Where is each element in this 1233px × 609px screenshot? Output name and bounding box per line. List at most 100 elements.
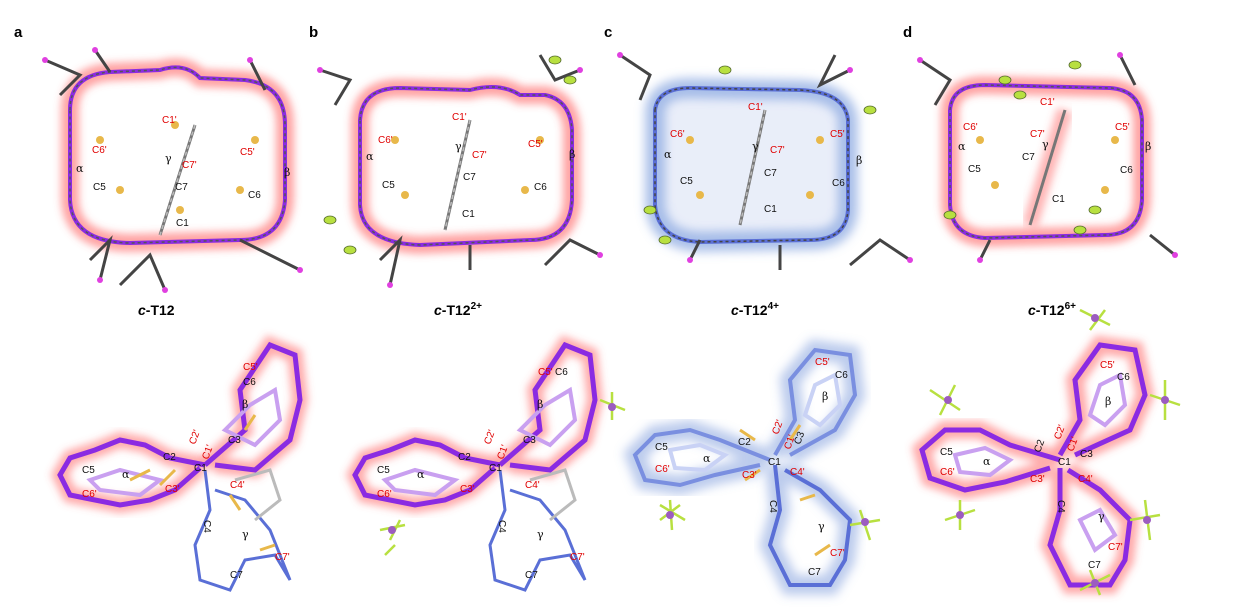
side-view-b	[345, 335, 626, 592]
atom-label-bot-d-c2: C2	[1032, 438, 1047, 454]
ring-label-bot-b-alpha: α	[417, 468, 425, 481]
caption-d: c-T126+	[1028, 301, 1076, 318]
panel-label-a: a	[14, 24, 23, 41]
ring-label-bot-c-alpha: α	[703, 452, 711, 465]
ring-label-bot-d-gamma: γ	[1098, 510, 1105, 523]
crystal-structure-a	[42, 47, 303, 293]
atom-label-bot-c-c2p: C2'	[770, 418, 785, 436]
atom-label-top-c-c7p: C7'	[770, 145, 785, 156]
atom-label-bot-c-c6: C6	[835, 370, 848, 381]
atom-label-top-c-c1p: C1'	[748, 102, 763, 113]
atom-label-top-a-c5p: C5'	[240, 147, 255, 158]
atom-label-top-c-c6p: C6'	[670, 129, 685, 140]
atom-label-top-a-c1: C1	[176, 218, 189, 229]
atom-label-top-a-c1p: C1'	[162, 115, 177, 126]
atom-label-bot-c-c1: C1	[768, 457, 781, 468]
ring-label-top-b-alpha: α	[366, 150, 374, 163]
atom-label-bot-a-c7: C7	[230, 570, 243, 581]
panel-label-b: b	[309, 24, 318, 41]
atom-label-bot-c-c5p: C5'	[815, 357, 830, 368]
side-view-c	[623, 339, 881, 595]
atom-label-bot-c-c7p: C7'	[830, 548, 845, 559]
ring-label-bot-c-gamma: γ	[818, 520, 825, 533]
atom-label-bot-d-c4: C4	[1055, 500, 1066, 513]
atom-label-bot-a-c4p: C4'	[230, 480, 245, 491]
ring-label-top-a-gamma: γ	[165, 152, 172, 165]
atom-label-top-a-c6p: C6'	[92, 145, 107, 156]
atom-label-bot-d-c4p: C4'	[1078, 474, 1093, 485]
panel-label-c: c	[604, 24, 612, 41]
atom-label-bot-d-c2p: C2'	[1052, 423, 1067, 441]
ring-label-top-d-beta: β	[1145, 140, 1151, 153]
atom-label-bot-a-c6: C6	[243, 377, 256, 388]
ring-label-bot-c-beta: β	[822, 390, 828, 403]
caption-a-main: -T12	[146, 302, 175, 318]
side-view-d	[911, 245, 1180, 596]
atom-label-bot-d-c6: C6	[1117, 372, 1130, 383]
caption-b-prefix: c	[434, 302, 442, 318]
atom-label-bot-d-c5p: C5'	[1100, 360, 1115, 371]
atom-label-bot-a-c6p: C6'	[82, 489, 97, 500]
atom-label-bot-b-c1: C1	[489, 463, 502, 474]
atom-label-top-b-c6p: C6'	[378, 135, 393, 146]
crystal-structure-b	[317, 54, 603, 288]
ring-label-bot-a-alpha: α	[122, 468, 130, 481]
atom-label-top-a-c7: C7	[175, 182, 188, 193]
atom-label-bot-b-c6: C6	[555, 367, 568, 378]
atom-label-bot-c-c6p: C6'	[655, 464, 670, 475]
atom-label-bot-d-c6p: C6'	[940, 467, 955, 478]
ring-label-top-c-alpha: α	[664, 148, 672, 161]
caption-d-prefix: c	[1028, 302, 1036, 318]
ring-label-top-a-alpha: α	[76, 162, 84, 175]
caption-b-main: -T12	[442, 302, 471, 318]
caption-c-prefix: c	[731, 302, 739, 318]
atom-label-top-b-c7: C7	[463, 172, 476, 183]
atom-label-bot-b-c7: C7	[525, 570, 538, 581]
atom-label-bot-b-c6p: C6'	[377, 489, 392, 500]
caption-d-main: -T12	[1036, 302, 1065, 318]
atom-label-top-c-c1: C1	[764, 204, 777, 215]
ring-label-top-d-alpha: α	[958, 140, 966, 153]
ring-label-top-d-gamma: γ	[1042, 138, 1049, 151]
atom-label-bot-a-c4: C4	[201, 520, 212, 533]
atom-label-top-d-c5: C5	[968, 164, 981, 175]
caption-c-main: -T12	[739, 302, 768, 318]
atom-label-bot-d-c7: C7	[1088, 560, 1101, 571]
ring-label-bot-b-beta: β	[537, 398, 543, 411]
atom-label-top-d-c6: C6	[1120, 165, 1133, 176]
atom-label-bot-b-c1p: C1'	[495, 443, 510, 461]
atom-label-bot-d-c1p: C1'	[1065, 435, 1080, 453]
atom-label-top-b-c7p: C7'	[472, 150, 487, 161]
ring-label-bot-b-gamma: γ	[537, 528, 544, 541]
atom-label-top-c-c6: C6	[832, 178, 845, 189]
atom-label-bot-b-c4: C4	[496, 520, 507, 533]
atom-label-bot-a-c5p: C5'	[243, 362, 258, 373]
caption-b-sup: 2+	[471, 301, 483, 312]
ring-label-top-b-gamma: γ	[455, 140, 462, 153]
ring-label-bot-d-beta: β	[1105, 395, 1111, 408]
atom-label-bot-a-c3p: C3'	[165, 484, 180, 495]
atom-label-bot-b-c2p: C2'	[482, 428, 497, 446]
atom-label-bot-c-c2: C2	[738, 437, 751, 448]
atom-label-bot-d-c3p: C3'	[1030, 474, 1045, 485]
caption-b: c-T122+	[434, 301, 482, 318]
atom-label-bot-b-c7p: C7'	[570, 552, 585, 563]
caption-c: c-T124+	[731, 301, 779, 318]
caption-d-sup: 6+	[1065, 301, 1077, 312]
atom-label-top-b-c1p: C1'	[452, 112, 467, 123]
ring-label-top-a-beta: β	[284, 166, 290, 179]
atom-label-top-b-c6: C6	[534, 182, 547, 193]
atom-label-bot-c-c3p: C3'	[742, 470, 757, 481]
atom-label-bot-b-c3p: C3'	[460, 484, 475, 495]
atom-label-bot-a-c1p: C1'	[200, 443, 215, 461]
atom-label-top-c-c7: C7	[764, 168, 777, 179]
panel-label-d: d	[903, 24, 912, 41]
atom-label-bot-b-c2: C2	[458, 452, 471, 463]
atom-label-bot-c-c4: C4	[767, 500, 778, 513]
atom-label-bot-a-c7p: C7'	[275, 552, 290, 563]
atom-label-bot-a-c3: C3	[228, 435, 241, 446]
atom-label-bot-d-c5: C5	[940, 447, 953, 458]
ring-label-top-c-gamma: γ	[752, 140, 759, 153]
